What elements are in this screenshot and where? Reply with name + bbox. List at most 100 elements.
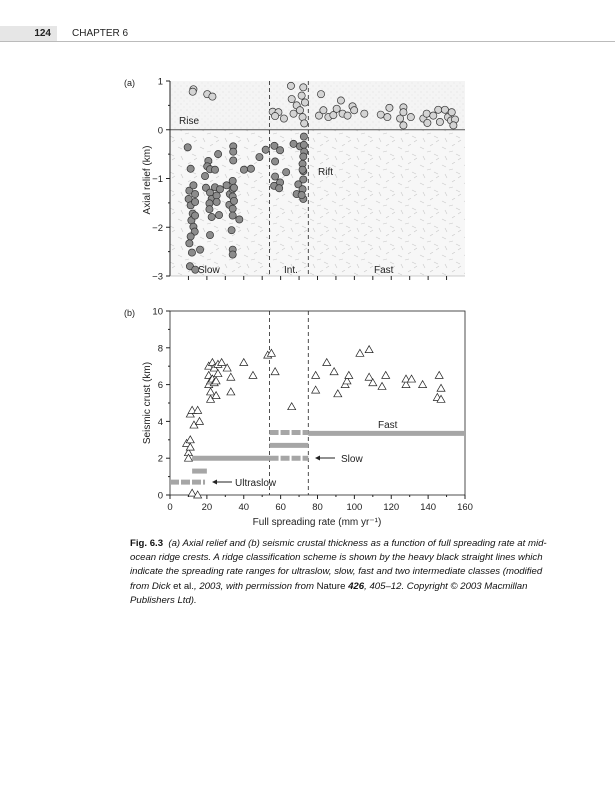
crust-point bbox=[226, 387, 236, 396]
y-tick-label: −3 bbox=[152, 272, 163, 283]
rift-point bbox=[299, 175, 308, 184]
page-number: 124 bbox=[0, 26, 57, 41]
crust-point bbox=[401, 379, 411, 388]
rift-point bbox=[228, 211, 237, 220]
rift-point bbox=[235, 215, 244, 224]
rift-point bbox=[216, 185, 224, 194]
rift-point bbox=[271, 157, 280, 166]
x-tick-label: 160 bbox=[457, 502, 473, 513]
crust-point bbox=[311, 370, 321, 379]
rift-point bbox=[207, 213, 216, 221]
crust-point bbox=[436, 394, 446, 403]
rise-point bbox=[287, 81, 295, 90]
label-slow: Slow bbox=[198, 265, 220, 276]
rift-point bbox=[186, 164, 195, 173]
rift-point bbox=[230, 183, 238, 192]
rift-point bbox=[185, 186, 194, 195]
y-tick-label: 2 bbox=[158, 454, 163, 465]
crust-point bbox=[344, 370, 354, 379]
rise-point bbox=[383, 113, 392, 122]
rift-point bbox=[239, 165, 248, 174]
header-rule bbox=[0, 41, 615, 42]
rise-point bbox=[396, 114, 405, 123]
rise-point bbox=[350, 106, 359, 115]
crust-point bbox=[401, 374, 411, 383]
x-axis-label: Full spreading rate (mm yr⁻¹) bbox=[253, 517, 382, 528]
rift-point bbox=[191, 197, 200, 206]
rise-point bbox=[300, 119, 309, 128]
rift-point bbox=[191, 265, 200, 274]
rift-point bbox=[196, 245, 205, 254]
crust-point bbox=[368, 378, 378, 387]
rift-point bbox=[299, 140, 308, 149]
crust-point bbox=[213, 368, 223, 377]
label-int: Int. bbox=[284, 265, 298, 276]
rise-point bbox=[319, 106, 328, 115]
label-fast: Fast bbox=[374, 265, 394, 276]
y-tick-label: 0 bbox=[158, 125, 163, 136]
rise-point bbox=[188, 87, 197, 96]
label-slow: Slow bbox=[341, 454, 363, 465]
y-tick-label: −1 bbox=[152, 174, 163, 185]
crust-point bbox=[205, 387, 216, 396]
crust-point bbox=[222, 363, 232, 372]
rift-point bbox=[185, 239, 194, 248]
crust-point bbox=[322, 357, 332, 366]
rift-point bbox=[186, 232, 195, 241]
rise-point bbox=[376, 110, 385, 119]
rise-region bbox=[170, 81, 465, 130]
rise-point bbox=[287, 95, 296, 103]
y-tick-label: −2 bbox=[152, 223, 163, 234]
crust-point bbox=[187, 405, 197, 414]
rift-point bbox=[271, 172, 280, 181]
panel-label: (a) bbox=[124, 78, 135, 88]
rift-point bbox=[297, 191, 306, 200]
rift-point bbox=[229, 156, 238, 165]
rise-point bbox=[429, 111, 438, 120]
rise-point bbox=[399, 121, 408, 130]
x-tick-label: 0 bbox=[167, 502, 172, 513]
rift-point bbox=[201, 172, 209, 181]
y-tick-label: 10 bbox=[152, 307, 163, 318]
rise-point bbox=[440, 105, 449, 114]
rise-point bbox=[399, 108, 408, 117]
rift-point bbox=[299, 152, 308, 161]
crust-point bbox=[185, 435, 195, 444]
rift-point bbox=[255, 153, 264, 161]
rift-point bbox=[228, 176, 237, 185]
crust-point bbox=[193, 405, 203, 414]
crust-point bbox=[183, 453, 194, 462]
rift-point bbox=[215, 211, 223, 220]
caption-text-2: , 2003, with permission from bbox=[193, 580, 317, 592]
y-tick-label: 8 bbox=[158, 343, 163, 354]
rise-point bbox=[297, 91, 306, 100]
rift-point bbox=[191, 211, 200, 220]
crust-point bbox=[194, 416, 205, 425]
x-tick-label: 120 bbox=[383, 502, 399, 513]
label-rift: Rift bbox=[318, 167, 333, 178]
rift-point bbox=[206, 231, 214, 239]
rift-point bbox=[246, 164, 255, 173]
rift-point bbox=[187, 248, 196, 257]
rift-point bbox=[214, 150, 223, 159]
rise-point bbox=[434, 105, 443, 114]
crust-point bbox=[377, 381, 387, 390]
caption-text: (a) Axial relief and (b) seismic crustal… bbox=[130, 538, 547, 592]
crust-point bbox=[364, 344, 374, 353]
rise-point bbox=[289, 109, 298, 118]
crust-point bbox=[185, 442, 195, 451]
rise-point bbox=[343, 111, 352, 120]
rise-point bbox=[406, 113, 415, 122]
x-tick-label: 100 bbox=[346, 502, 362, 513]
rift-point bbox=[275, 184, 284, 193]
caption-volume: 426 bbox=[348, 580, 365, 592]
panel-label: (b) bbox=[124, 308, 135, 318]
crust-point bbox=[211, 390, 221, 399]
crust-point bbox=[417, 379, 428, 388]
chapter-heading: CHAPTER 6 bbox=[72, 28, 129, 39]
crust-point bbox=[266, 348, 277, 357]
crust-point bbox=[436, 383, 446, 392]
